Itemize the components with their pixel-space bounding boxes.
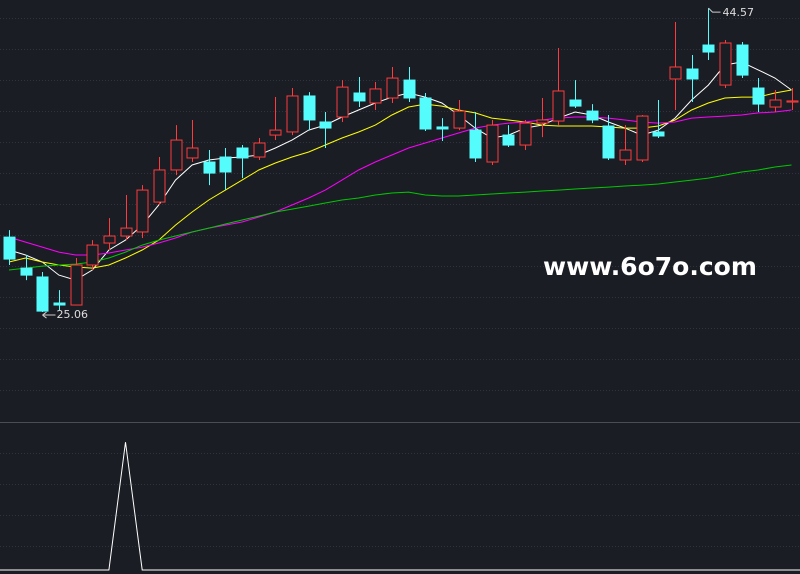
candle-body — [70, 264, 83, 306]
watermark: www.6o7o.com — [543, 252, 757, 281]
candle-body — [369, 88, 382, 104]
candle-body — [203, 161, 216, 174]
candle-body — [53, 302, 66, 306]
candle-body — [669, 66, 682, 80]
candle-body — [286, 95, 299, 133]
candle-body — [336, 86, 349, 118]
high-label: 44.57 — [723, 6, 755, 19]
candle-body — [719, 42, 732, 86]
candle-body — [153, 169, 166, 203]
ma-line — [8, 109, 792, 256]
candle-body — [552, 90, 565, 122]
candle-body — [403, 79, 416, 99]
low-label: 25.06 — [57, 308, 89, 321]
candle-body — [86, 244, 99, 266]
candle-body — [319, 121, 332, 129]
candle-body — [136, 189, 149, 233]
candle-body — [769, 99, 782, 108]
candle-body — [103, 235, 116, 244]
candle-body — [236, 147, 249, 159]
candle-body — [170, 139, 183, 171]
candle-body — [20, 267, 33, 276]
candle-body — [519, 122, 532, 146]
candle-body — [303, 95, 316, 121]
indicator-line — [0, 442, 800, 571]
candle-body — [536, 119, 549, 124]
candle-body — [636, 115, 649, 161]
candle-body — [36, 276, 49, 312]
candle-body — [419, 97, 432, 130]
candle-body — [686, 68, 699, 80]
candle-body — [453, 110, 466, 129]
ma-line — [8, 89, 792, 269]
candle-body — [752, 87, 765, 105]
candle-body — [3, 236, 16, 260]
candle-body — [486, 124, 499, 163]
candle-body — [386, 77, 399, 99]
candle-body — [219, 156, 232, 173]
candle-body — [353, 92, 366, 102]
candle-body — [619, 149, 632, 161]
candle-body — [569, 99, 582, 107]
candle-body — [269, 129, 282, 136]
candle-body — [602, 125, 615, 159]
candle-body — [736, 44, 749, 76]
ma-line — [8, 164, 792, 271]
candle-body — [786, 100, 799, 103]
candle-body — [702, 44, 715, 53]
candle-body — [502, 134, 515, 146]
candle-body — [186, 147, 199, 159]
annotation-arrow — [42, 311, 56, 319]
candle-body — [586, 110, 599, 121]
candle-body — [652, 131, 665, 137]
candle-body — [120, 227, 133, 237]
candle-body — [253, 142, 266, 158]
candle-body — [469, 129, 482, 159]
candle-body — [436, 126, 449, 130]
annotation-leader — [708, 7, 721, 13]
